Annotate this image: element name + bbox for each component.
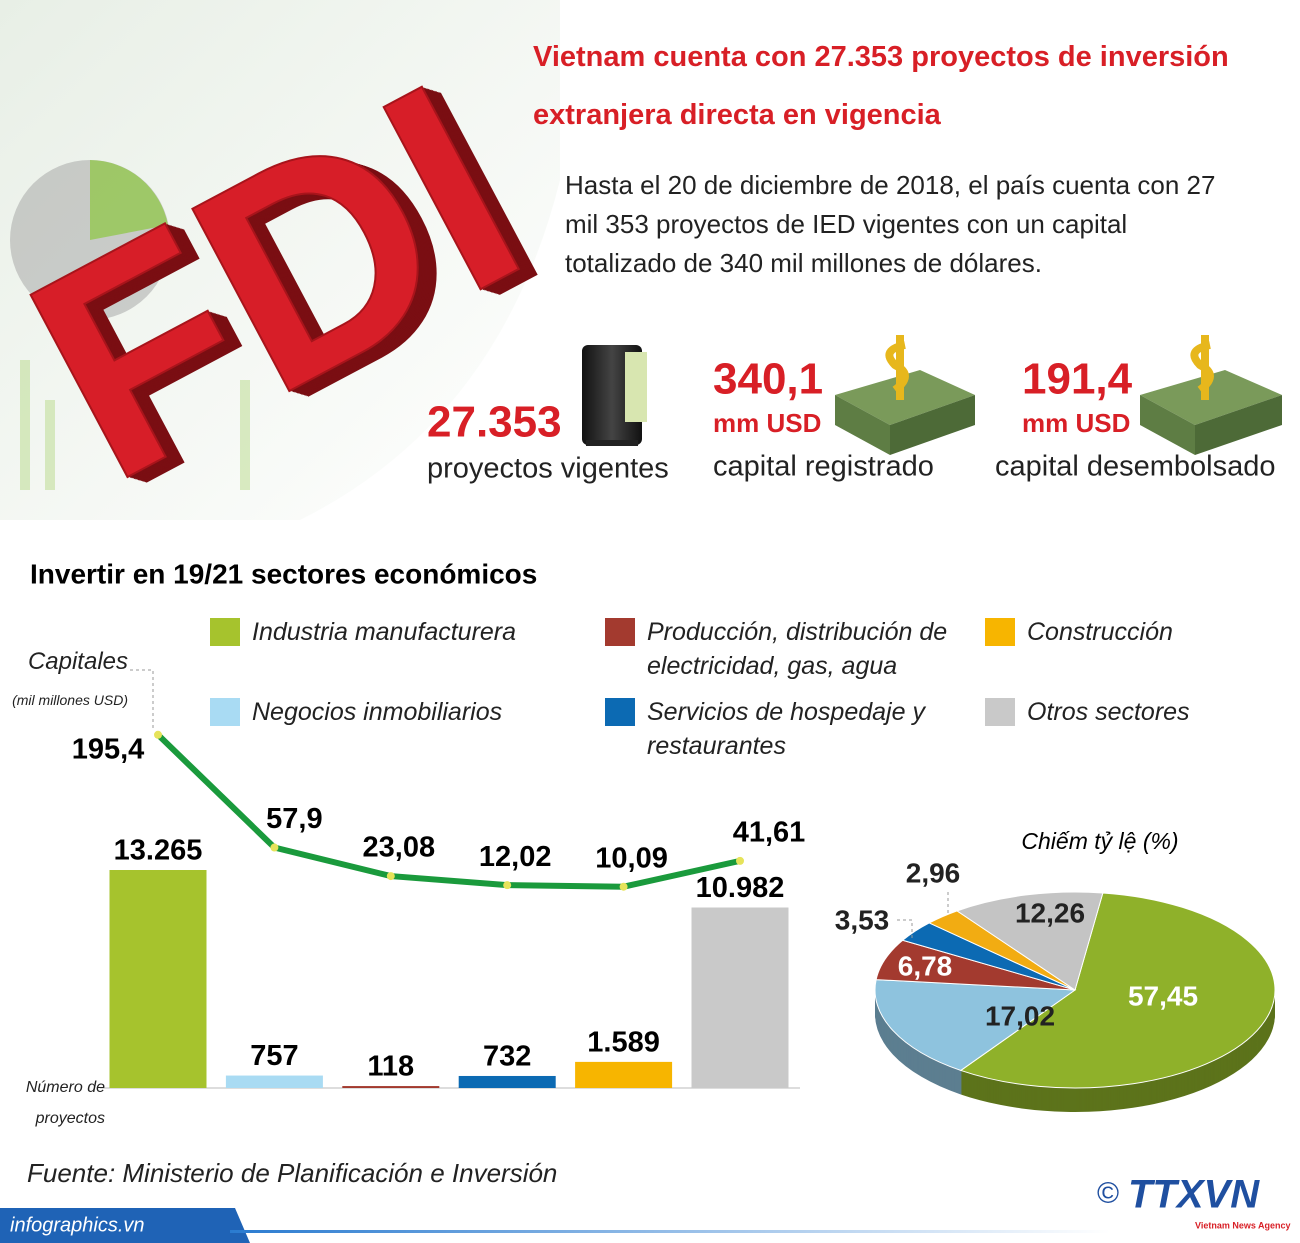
site: infographics.vn xyxy=(10,1214,145,1236)
bar-value-label: 757 xyxy=(250,1040,298,1072)
line-value-label: 10,09 xyxy=(595,842,668,874)
bar-value-label: 118 xyxy=(367,1051,414,1083)
pie-slice xyxy=(874,979,1077,1072)
title: Vietnam cuenta con 27.353 proyectos de i… xyxy=(533,41,1229,131)
pie-value-label: 2,96 xyxy=(906,857,961,888)
line-value-label: 195,4 xyxy=(72,733,145,765)
line-point xyxy=(503,881,512,890)
bar-value-label: 1.589 xyxy=(587,1027,660,1059)
stat-label: capital registrado xyxy=(713,451,934,483)
line-value-label: 57,9 xyxy=(266,803,322,835)
line-unit: (mil millones USD) xyxy=(12,692,128,708)
line-point xyxy=(619,882,628,891)
line-point xyxy=(736,856,744,865)
line xyxy=(155,732,741,890)
line-value-label: 23,08 xyxy=(363,832,436,864)
stat-unit: mm USD xyxy=(1022,408,1130,438)
stat-unit: mm USD xyxy=(713,408,821,438)
footer-line xyxy=(230,1230,1110,1233)
line-value-label: 41,61 xyxy=(733,817,806,849)
copyright: © xyxy=(1097,1177,1119,1210)
pie-slice xyxy=(959,892,1276,1089)
legend-label: Construcción xyxy=(1027,618,1173,646)
leader xyxy=(897,919,913,940)
intro: Hasta el 20 de diciembre de 2018, el paí… xyxy=(565,170,1216,278)
stat-value: 340,1 xyxy=(713,355,823,404)
legend-swatch xyxy=(210,698,240,726)
line-value-label: 12,02 xyxy=(479,841,552,873)
legend-label: Producción, distribución de electricidad… xyxy=(647,618,948,680)
source: Fuente: Ministerio de Planificación e In… xyxy=(27,1158,558,1188)
line-point xyxy=(154,730,162,739)
line-label: Capitales xyxy=(27,648,128,675)
legend-label: Otros sectores xyxy=(1027,698,1190,726)
legend-swatch xyxy=(605,618,635,646)
legend-swatch xyxy=(985,618,1015,646)
legend-swatch xyxy=(210,618,240,646)
stat-label: capital desembolsado xyxy=(995,451,1276,483)
legend-label: Negocios inmobiliarios xyxy=(252,698,503,726)
legend-swatch xyxy=(985,698,1015,726)
server-icon xyxy=(582,345,647,446)
line-point xyxy=(386,872,395,881)
bar-value-label: 732 xyxy=(483,1041,531,1073)
bar xyxy=(458,1075,556,1088)
pie-value-label: 17,02 xyxy=(985,1000,1055,1031)
stat-label: proyectos vigentes xyxy=(427,453,669,485)
y-label: Número de proyectos xyxy=(25,1079,105,1127)
bar xyxy=(225,1075,323,1088)
pie-value-label: 3,53 xyxy=(835,904,890,935)
background-photo xyxy=(0,0,560,520)
stat-value: 191,4 xyxy=(1022,355,1133,404)
bar xyxy=(575,1061,673,1088)
connector xyxy=(130,669,154,730)
chart-title: Invertir en 19/21 sectores económicos xyxy=(30,558,537,589)
pie-value-label: 12,26 xyxy=(1015,897,1085,928)
stat-value: 27.353 xyxy=(427,398,562,447)
agency-logo: TTXVN xyxy=(1128,1173,1260,1217)
pie-slice xyxy=(955,891,1104,991)
pie-value-label: 6,78 xyxy=(898,950,953,981)
bar-value-label: 13.265 xyxy=(114,835,203,867)
line-point xyxy=(270,843,279,852)
pie-title: Chiếm tỷ lệ (%) xyxy=(1021,828,1178,854)
legend-label: Industria manufacturera xyxy=(252,618,517,646)
bar xyxy=(109,870,207,1088)
footer-band xyxy=(0,1208,250,1243)
pie-value-label: 57,45 xyxy=(1128,980,1198,1011)
money-icon xyxy=(835,335,975,455)
bar xyxy=(691,907,789,1088)
bar-value-label: 10.982 xyxy=(696,872,785,904)
money-icon xyxy=(1140,335,1282,455)
bar xyxy=(342,1086,440,1088)
legend-label: Servicios de hospedaje y restaurantes xyxy=(647,698,925,760)
agency-name: Vietnam News Agency xyxy=(1195,1220,1291,1230)
legend-swatch xyxy=(605,698,635,726)
